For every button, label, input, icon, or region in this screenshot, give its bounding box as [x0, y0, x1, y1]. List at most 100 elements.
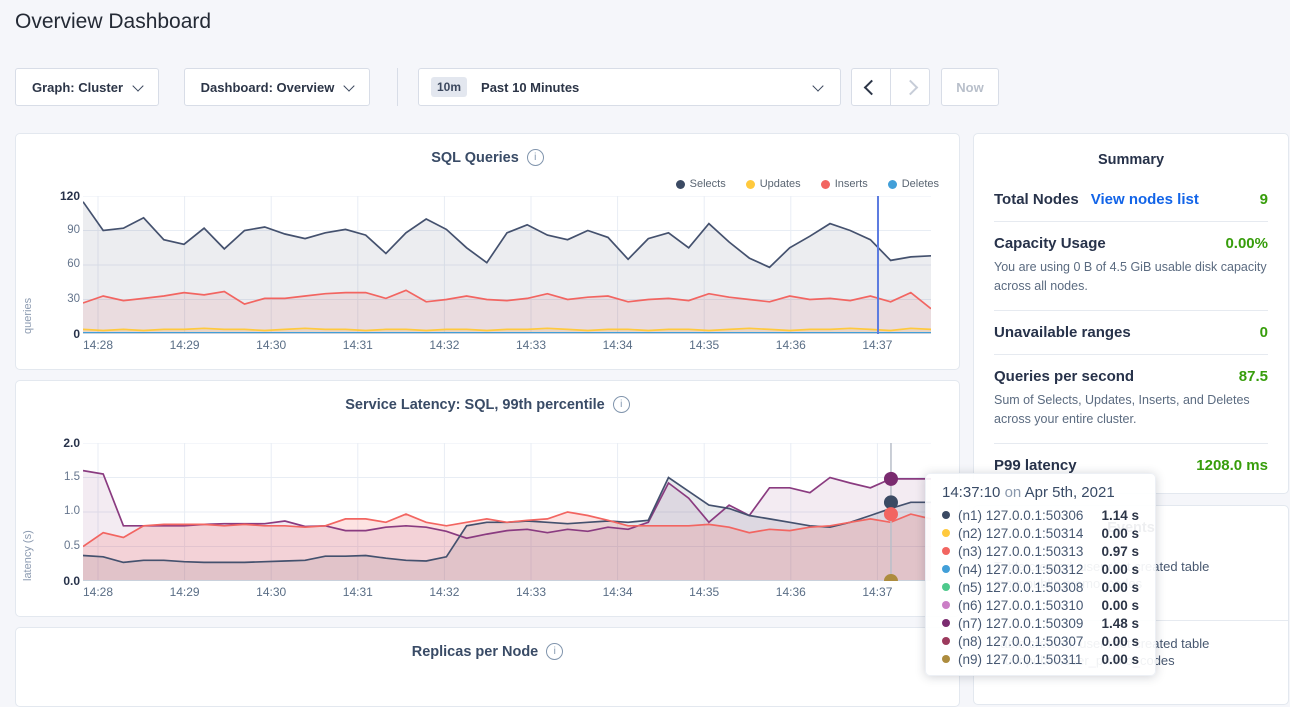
node-color-dot [942, 655, 950, 663]
node-address: (n2) 127.0.0.1:50314 [958, 526, 1083, 541]
summary-label: P99 latency [994, 457, 1077, 474]
x-tick-label: 14:36 [776, 585, 806, 599]
sql-queries-panel: SQL Queries i SelectsUpdatesInsertsDelet… [15, 133, 960, 370]
x-tick-label: 14:30 [256, 585, 286, 599]
summary-label: Unavailable ranges [994, 324, 1131, 341]
node-latency-value: 0.00 s [1101, 526, 1139, 541]
node-color-dot [942, 547, 950, 555]
x-tick-label: 14:34 [603, 338, 633, 352]
summary-value: 9 [1260, 191, 1268, 208]
replicas-per-node-title: Replicas per Node [412, 644, 539, 660]
y-tick-label: 0 [73, 327, 80, 341]
legend-label: Updates [760, 178, 801, 190]
page-title: Overview Dashboard [15, 10, 211, 34]
legend-dot [676, 180, 685, 189]
graph-scope-dropdown[interactable]: Graph: Cluster [15, 68, 159, 106]
node-address: (n6) 127.0.0.1:50310 [958, 598, 1083, 613]
replicas-per-node-panel: Replicas per Node i [15, 627, 960, 707]
legend-item-deletes[interactable]: Deletes [888, 178, 939, 190]
time-range-dropdown[interactable]: 10m Past 10 Minutes [418, 68, 841, 106]
x-axis-ticks: 14:2814:2914:3014:3114:3214:3314:3414:35… [83, 585, 931, 601]
tooltip-node-row: (n8) 127.0.0.1:50307 0.00 s [942, 632, 1139, 650]
service-latency-panel: Service Latency: SQL, 99th percentile i … [15, 380, 960, 617]
x-tick-label: 14:31 [343, 338, 373, 352]
node-address: (n1) 127.0.0.1:50306 [958, 508, 1083, 523]
graph-scope-label: Graph: Cluster [32, 80, 123, 95]
chevron-down-icon [812, 80, 823, 91]
time-prev-button[interactable] [851, 68, 891, 106]
node-latency-value: 0.00 s [1101, 634, 1139, 649]
node-address: (n8) 127.0.0.1:50307 [958, 634, 1083, 649]
y-tick-label: 60 [67, 258, 80, 270]
legend-item-inserts[interactable]: Inserts [821, 178, 868, 190]
summary-row-capacity-usage: Capacity Usage 0.00% You are using 0 B o… [994, 222, 1268, 311]
arrow-right-icon [902, 79, 918, 95]
legend-label: Inserts [835, 178, 868, 190]
node-address: (n7) 127.0.0.1:50309 [958, 616, 1083, 631]
y-tick-label: 90 [67, 224, 80, 236]
info-icon[interactable]: i [546, 643, 563, 660]
tooltip-node-row: (n5) 127.0.0.1:50308 0.00 s [942, 578, 1139, 596]
x-tick-label: 14:30 [256, 338, 286, 352]
tooltip-node-row: (n4) 127.0.0.1:503120.00 s [942, 560, 1139, 578]
legend-item-selects[interactable]: Selects [676, 178, 726, 190]
node-color-dot [942, 529, 950, 537]
dashboard-dropdown[interactable]: Dashboard: Overview [184, 68, 370, 106]
time-range-badge: 10m [431, 77, 467, 97]
chevron-down-icon [344, 80, 355, 91]
x-tick-label: 14:35 [689, 338, 719, 352]
legend-item-updates[interactable]: Updates [746, 178, 801, 190]
summary-rows: Total Nodes View nodes list 9 Capacity U… [994, 178, 1268, 487]
y-axis-ticks: 0.00.51.01.52.0 [42, 443, 80, 581]
service-latency-title: Service Latency: SQL, 99th percentile [345, 397, 605, 413]
node-address: (n9) 127.0.0.1:50311 [958, 652, 1082, 667]
info-icon[interactable]: i [613, 396, 630, 413]
x-tick-label: 14:35 [689, 585, 719, 599]
summary-row-queries-per-second: Queries per second 87.5 Sum of Selects, … [994, 355, 1268, 444]
node-color-dot [942, 511, 950, 519]
time-next-button[interactable] [890, 68, 930, 106]
y-axis-title: queries [22, 196, 34, 334]
toolbar-divider [397, 68, 398, 106]
y-tick-label: 1.0 [64, 505, 80, 517]
summary-row-unavailable-ranges: Unavailable ranges 0 [994, 311, 1268, 355]
node-latency-value: 0.00 s [1101, 580, 1139, 595]
tooltip-timestamp: 14:37:10 on Apr 5th, 2021 [942, 484, 1139, 501]
legend-dot [888, 180, 897, 189]
hover-point-dot [884, 507, 898, 521]
x-tick-label: 14:29 [170, 585, 200, 599]
x-tick-label: 14:32 [429, 585, 459, 599]
node-latency-value: 0.00 s [1101, 652, 1139, 667]
node-color-dot [942, 583, 950, 591]
tooltip-node-rows: (n1) 127.0.0.1:503061.14 s(n2) 127.0.0.1… [942, 506, 1139, 668]
x-tick-label: 14:32 [429, 338, 459, 352]
now-button-label: Now [956, 80, 983, 95]
x-tick-label: 14:29 [170, 338, 200, 352]
y-tick-label: 1.5 [64, 471, 80, 483]
info-icon[interactable]: i [527, 149, 544, 166]
x-tick-label: 14:31 [343, 585, 373, 599]
x-axis-ticks: 14:2814:2914:3014:3114:3214:3314:3414:35… [83, 338, 931, 354]
summary-value: 1208.0 ms [1196, 457, 1268, 474]
legend-label: Selects [690, 178, 726, 190]
sql-queries-chart[interactable] [83, 196, 931, 334]
legend-label: Deletes [902, 178, 939, 190]
node-color-dot [942, 637, 950, 645]
x-tick-label: 14:36 [776, 338, 806, 352]
summary-label: Total Nodes [994, 191, 1079, 208]
x-tick-label: 14:34 [603, 585, 633, 599]
tooltip-node-row: (n6) 127.0.0.1:50310 0.00 s [942, 596, 1139, 614]
now-button[interactable]: Now [941, 68, 999, 106]
node-latency-value: 0.00 s [1101, 598, 1139, 613]
tooltip-node-row: (n7) 127.0.0.1:50309 1.48 s [942, 614, 1139, 632]
y-tick-label: 120 [60, 189, 80, 203]
summary-description: Sum of Selects, Updates, Inserts, and De… [994, 391, 1268, 430]
tooltip-node-row: (n2) 127.0.0.1:50314 0.00 s [942, 524, 1139, 542]
view-nodes-list-link[interactable]: View nodes list [1091, 191, 1199, 208]
summary-panel: Summary Total Nodes View nodes list 9 Ca… [973, 133, 1289, 494]
service-latency-chart[interactable] [83, 443, 931, 581]
node-address: (n5) 127.0.0.1:50308 [958, 580, 1083, 595]
node-latency-value: 1.48 s [1101, 616, 1139, 631]
x-tick-label: 14:33 [516, 585, 546, 599]
chart-title-row: Service Latency: SQL, 99th percentile i [16, 396, 959, 413]
